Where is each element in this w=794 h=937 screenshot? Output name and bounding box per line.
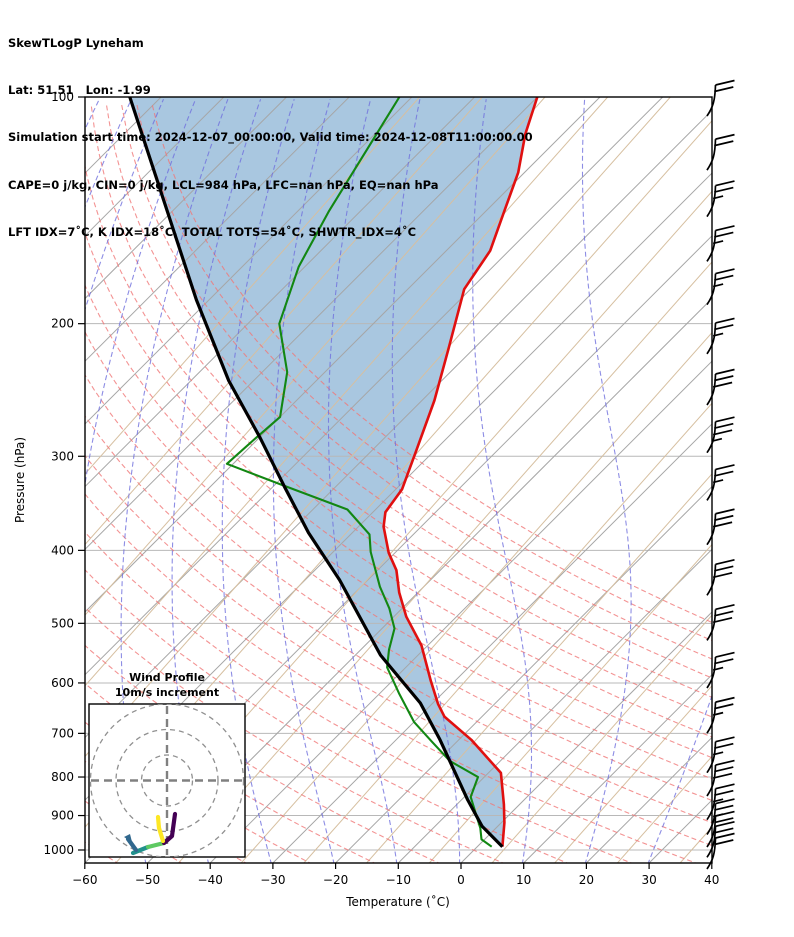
wind-barbs bbox=[706, 79, 735, 870]
hodograph-trace-segment bbox=[125, 836, 139, 853]
temperature-line bbox=[382, 97, 539, 847]
x-tick-label: −40 bbox=[198, 873, 223, 887]
chart-header: SkewTLogP Lyneham Lat: 51.51 Lon: -1.99 … bbox=[8, 4, 533, 273]
y-tick-label: 300 bbox=[51, 449, 74, 463]
parcel_trace-line bbox=[128, 97, 504, 848]
shaded-area bbox=[129, 97, 538, 847]
hodograph-ring bbox=[140, 754, 194, 807]
x-tick-label: −50 bbox=[135, 873, 160, 887]
indices-line-1: CAPE=0 j/kg, CIN=0 j/kg, LCL=984 hPa, LF… bbox=[8, 177, 439, 192]
wind-profile-inset: Wind Profile 10m/s increment bbox=[88, 671, 246, 858]
y-tick-label: 600 bbox=[51, 676, 74, 690]
x-tick-label: −60 bbox=[72, 873, 97, 887]
y-tick-label: 500 bbox=[51, 616, 74, 630]
axis-ticks: −60 −50 −40 −30 −20 −10 0 10 20 30 40 100 200 300 400 5… bbox=[43, 90, 719, 887]
plot-area bbox=[85, 97, 712, 863]
y-tick-label: 100 bbox=[51, 90, 74, 104]
y-tick-label: 200 bbox=[51, 317, 74, 331]
x-tick-label: 0 bbox=[457, 873, 465, 887]
x-tick-label: 20 bbox=[579, 873, 594, 887]
x-axis-label: Temperature (˚C) bbox=[345, 894, 450, 909]
dewpoint-line bbox=[225, 97, 493, 848]
inset-title: Wind Profile bbox=[129, 671, 205, 684]
time-line: Simulation start time: 2024-12-07_00:00:… bbox=[8, 130, 533, 145]
y-tick-label: 700 bbox=[51, 726, 74, 740]
y-tick-label: 900 bbox=[51, 809, 74, 823]
y-tick-label: 400 bbox=[51, 543, 74, 557]
hodograph-ring bbox=[115, 728, 219, 833]
inset-subtitle: 10m/s increment bbox=[115, 686, 219, 699]
indices-line-2: LFT IDX=7˚C, K IDX=18˚C, TOTAL TOTS=54˚C… bbox=[8, 225, 417, 240]
hodograph-trace-segment bbox=[155, 814, 166, 844]
hodograph-ring bbox=[89, 704, 245, 857]
x-tick-label: 10 bbox=[516, 873, 531, 887]
x-tick-label: −10 bbox=[386, 873, 411, 887]
chart-title: SkewTLogP Lyneham bbox=[8, 35, 144, 50]
hodograph-trace-segment bbox=[161, 811, 178, 846]
x-tick-label: 40 bbox=[704, 873, 719, 887]
lat-lon-line: Lat: 51.51 Lon: -1.99 bbox=[8, 82, 151, 97]
y-axis-label: Pressure (hPa) bbox=[13, 437, 27, 523]
x-tick-label: −30 bbox=[260, 873, 285, 887]
x-tick-label: 30 bbox=[641, 873, 656, 887]
hodograph-trace-segment bbox=[145, 840, 167, 850]
y-tick-label: 800 bbox=[51, 770, 74, 784]
hodograph-arrow-head bbox=[124, 834, 132, 842]
x-tick-label: −20 bbox=[323, 873, 348, 887]
y-tick-label: 1000 bbox=[43, 843, 74, 857]
inset-frame bbox=[88, 703, 246, 858]
